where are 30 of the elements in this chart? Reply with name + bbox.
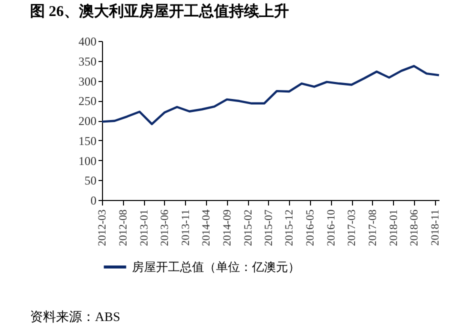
x-tick-label: 2015-07 bbox=[262, 209, 275, 246]
x-tick-label: 2014-04 bbox=[200, 209, 212, 246]
x-tick-label: 2017-08 bbox=[366, 209, 379, 246]
x-tick-label: 2018-06 bbox=[408, 209, 420, 246]
x-tick-label: 2013-01 bbox=[138, 210, 150, 246]
x-tick-label: 2013-06 bbox=[158, 209, 171, 246]
y-tick-label: 350 bbox=[78, 54, 96, 68]
x-tick-label: 2015-12 bbox=[284, 210, 296, 246]
x-tick-label: 2012-08 bbox=[117, 209, 130, 246]
x-tick-label: 2013-11 bbox=[180, 210, 192, 246]
x-tick-label: 2014-09 bbox=[221, 209, 234, 246]
line-series bbox=[100, 64, 440, 126]
x-tick-label: 2015-02 bbox=[242, 210, 254, 246]
x-tick-label: 2018-11 bbox=[429, 210, 442, 246]
x-tick-label: 2016-05 bbox=[304, 209, 316, 246]
y-tick-label: 400 bbox=[78, 34, 96, 48]
legend-label: 房屋开工总值（单位：亿澳元） bbox=[132, 260, 300, 274]
y-tick-label: 0 bbox=[90, 194, 96, 208]
chart-title: 图 26、澳大利亚房屋开工总值持续上升 bbox=[30, 2, 289, 20]
y-tick-label: 150 bbox=[78, 134, 96, 148]
y-tick-label: 300 bbox=[78, 74, 96, 88]
y-tick-label: 50 bbox=[84, 174, 96, 188]
x-tick-label: 2016-10 bbox=[325, 209, 338, 246]
x-tick-label: 2012-03 bbox=[96, 209, 108, 246]
y-tick-label: 250 bbox=[78, 94, 96, 108]
x-tick-label: 2017-03 bbox=[346, 209, 358, 246]
x-tick-label: 2018-01 bbox=[388, 210, 400, 246]
text: 资料来源：ABS bbox=[30, 308, 120, 326]
y-tick-label: 200 bbox=[78, 114, 96, 128]
y-tick-label: 100 bbox=[78, 154, 96, 168]
